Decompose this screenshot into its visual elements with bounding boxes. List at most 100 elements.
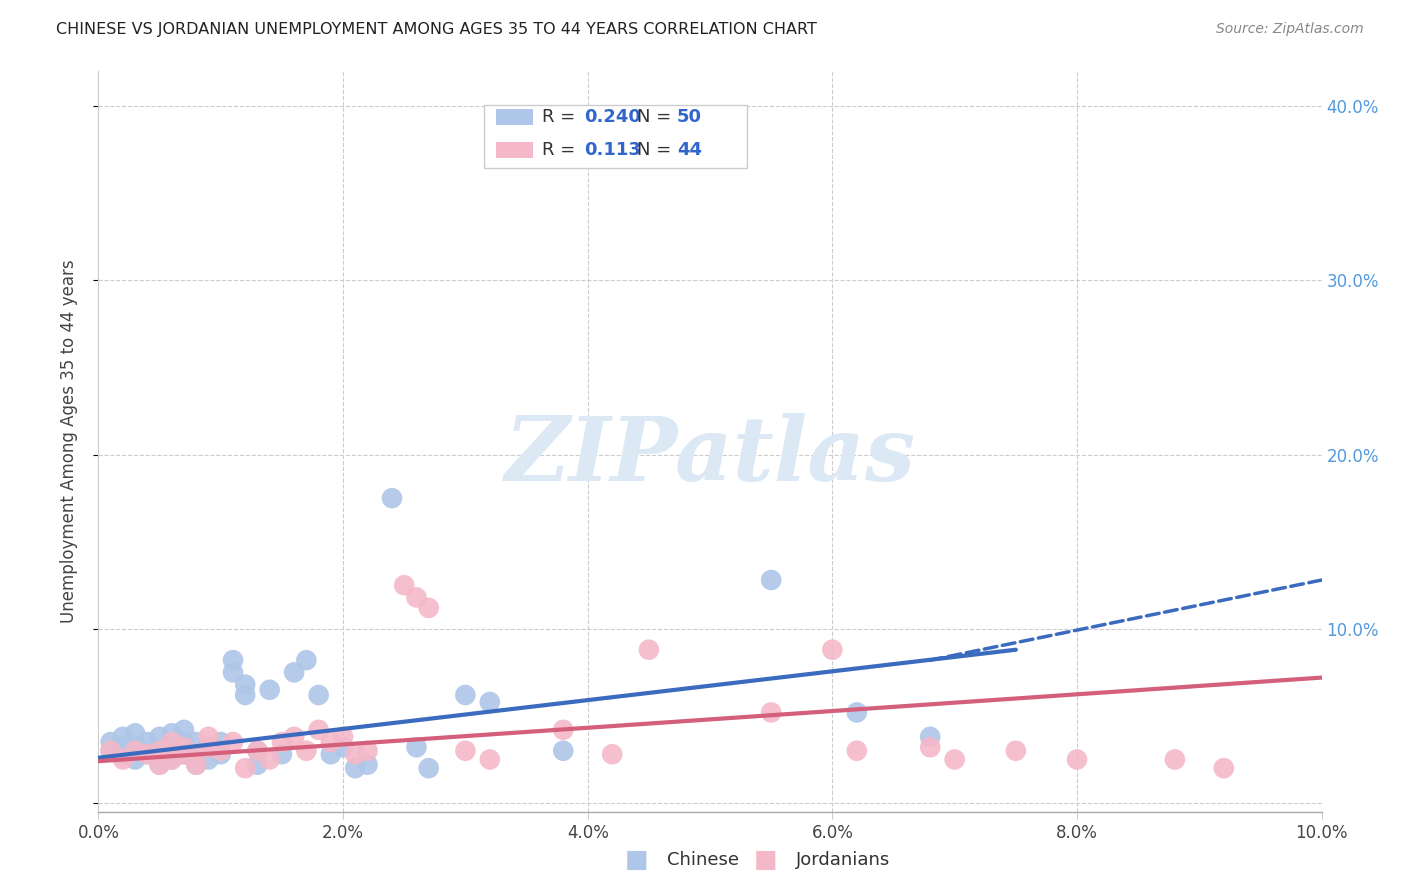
Point — [173, 740, 195, 755]
Point — [149, 757, 172, 772]
Point — [246, 744, 269, 758]
Point — [136, 747, 159, 762]
Point — [295, 653, 318, 667]
Point — [270, 747, 292, 762]
Point — [405, 591, 427, 605]
Point — [308, 723, 330, 737]
Point — [149, 730, 172, 744]
Point — [319, 735, 342, 749]
Point — [111, 740, 134, 755]
Point — [111, 752, 134, 766]
Point — [381, 491, 404, 505]
Point — [1066, 752, 1088, 766]
Point — [478, 695, 501, 709]
Point — [356, 744, 378, 758]
Point — [222, 735, 245, 749]
Point — [356, 757, 378, 772]
Point — [100, 744, 122, 758]
Point — [111, 747, 134, 762]
Point — [1164, 752, 1187, 766]
Point — [759, 706, 782, 720]
Text: N =: N = — [637, 108, 676, 127]
Text: 44: 44 — [678, 141, 702, 159]
Y-axis label: Unemployment Among Ages 35 to 44 years: Unemployment Among Ages 35 to 44 years — [59, 260, 77, 624]
Point — [1004, 744, 1026, 758]
Point — [149, 744, 172, 758]
Point — [259, 682, 281, 697]
Text: Source: ZipAtlas.com: Source: ZipAtlas.com — [1216, 22, 1364, 37]
Text: Jordanians: Jordanians — [796, 851, 890, 869]
Point — [173, 747, 195, 762]
Point — [124, 726, 146, 740]
Point — [405, 740, 427, 755]
Point — [553, 723, 575, 737]
Point — [1212, 761, 1234, 775]
Point — [160, 726, 183, 740]
Point — [111, 730, 134, 744]
Text: R =: R = — [543, 141, 588, 159]
Point — [478, 752, 501, 766]
Bar — [496, 142, 533, 158]
Point — [821, 642, 844, 657]
Text: 0.240: 0.240 — [583, 108, 641, 127]
Point — [136, 747, 159, 762]
Point — [553, 744, 575, 758]
Point — [418, 601, 440, 615]
Point — [454, 688, 477, 702]
Point — [943, 752, 966, 766]
Point — [173, 735, 195, 749]
Point — [209, 735, 232, 749]
Point — [308, 688, 330, 702]
Point — [600, 747, 623, 762]
Point — [295, 744, 318, 758]
Bar — [496, 109, 533, 126]
Point — [270, 735, 292, 749]
Point — [233, 761, 256, 775]
Point — [160, 735, 183, 749]
Point — [454, 744, 477, 758]
Text: CHINESE VS JORDANIAN UNEMPLOYMENT AMONG AGES 35 TO 44 YEARS CORRELATION CHART: CHINESE VS JORDANIAN UNEMPLOYMENT AMONG … — [56, 22, 817, 37]
Point — [160, 752, 183, 766]
Point — [637, 642, 661, 657]
Point — [222, 653, 245, 667]
Text: Chinese: Chinese — [668, 851, 740, 869]
Point — [845, 744, 868, 758]
Point — [283, 665, 305, 680]
Text: ■: ■ — [754, 847, 778, 871]
Point — [283, 730, 305, 744]
Point — [160, 740, 183, 755]
Point — [332, 740, 354, 755]
Point — [149, 757, 172, 772]
Text: 50: 50 — [678, 108, 702, 127]
Point — [173, 723, 195, 737]
Point — [920, 740, 942, 755]
Point — [344, 747, 367, 762]
Text: ZIPatlas: ZIPatlas — [505, 413, 915, 500]
Point — [124, 739, 146, 753]
Point — [759, 573, 782, 587]
Point — [186, 747, 208, 762]
Point — [124, 744, 146, 758]
Text: 0.113: 0.113 — [583, 141, 641, 159]
Point — [392, 578, 416, 592]
Point — [197, 752, 219, 766]
Point — [920, 730, 942, 744]
FancyBboxPatch shape — [484, 104, 747, 168]
Point — [246, 757, 269, 772]
Point — [418, 761, 440, 775]
Point — [173, 747, 195, 762]
Point — [845, 706, 868, 720]
Point — [100, 744, 122, 758]
Point — [344, 761, 367, 775]
Point — [160, 752, 183, 766]
Text: R =: R = — [543, 108, 582, 127]
Point — [233, 688, 256, 702]
Point — [186, 757, 208, 772]
Point — [186, 757, 208, 772]
Text: ■: ■ — [624, 847, 648, 871]
Point — [149, 744, 172, 758]
Point — [246, 744, 269, 758]
Point — [197, 740, 219, 755]
Point — [209, 744, 232, 758]
Point — [332, 730, 354, 744]
